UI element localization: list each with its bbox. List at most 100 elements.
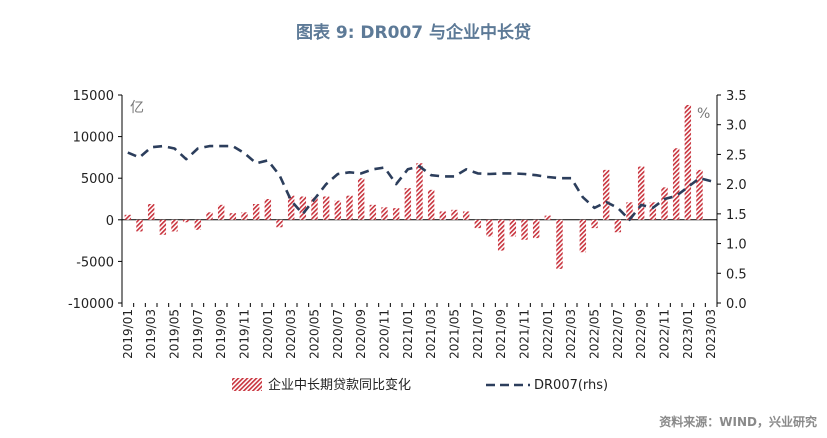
x-tick-label: 2022/11 — [658, 309, 672, 359]
loan-bar — [369, 204, 377, 220]
loan-bar — [626, 202, 633, 220]
loan-bar — [381, 207, 388, 220]
left-tick-label: -10000 — [68, 297, 114, 312]
right-tick-label: 2.5 — [726, 148, 747, 163]
loan-bar — [206, 212, 213, 220]
loan-bar — [346, 195, 353, 220]
legend-bar-swatch — [232, 378, 262, 391]
loan-bar — [159, 219, 167, 235]
loan-bar — [427, 189, 435, 220]
x-tick-label: 2020/07 — [331, 309, 345, 359]
x-tick-label: 2019/05 — [168, 309, 182, 359]
loan-bar — [696, 169, 703, 220]
loan-bar — [661, 187, 668, 220]
right-tick-label: 1.5 — [726, 208, 747, 223]
dr007-line — [127, 144, 712, 222]
loan-bar — [672, 148, 680, 220]
left-tick-label: -5000 — [76, 255, 114, 270]
right-unit: % — [697, 106, 710, 122]
left-unit: 亿 — [130, 100, 144, 116]
loan-bar — [614, 219, 622, 233]
loan-bar — [124, 214, 132, 220]
loan-bar — [556, 219, 563, 269]
loan-bar — [451, 209, 458, 220]
loan-bar — [521, 219, 528, 240]
right-tick-label: 0.5 — [726, 267, 747, 282]
x-tick-label: 2020/05 — [308, 309, 322, 359]
legend-line-label: DR007(rhs) — [534, 378, 608, 393]
left-tick-label: 5000 — [81, 172, 114, 187]
loan-bar — [182, 219, 190, 223]
x-tick-label: 2022/03 — [564, 309, 578, 359]
loan-bar — [439, 211, 447, 220]
loan-bar — [147, 203, 155, 220]
x-tick-label: 2019/01 — [121, 309, 135, 359]
right-tick-label: 0.0 — [726, 297, 747, 312]
loan-bar — [497, 219, 505, 251]
right-tick-label: 2.0 — [726, 178, 747, 193]
x-tick-label: 2020/03 — [284, 309, 298, 359]
x-tick-label: 2022/01 — [541, 309, 555, 359]
loan-bar — [229, 213, 237, 220]
loan-bar — [602, 169, 610, 220]
left-tick-label: 0 — [106, 214, 114, 229]
loan-bar — [474, 219, 482, 229]
x-tick-label: 2020/09 — [354, 309, 368, 359]
source-note: 资料来源：WIND，兴业研究 — [659, 415, 817, 429]
x-tick-label: 2019/03 — [144, 309, 158, 359]
x-tick-label: 2022/07 — [611, 309, 625, 359]
right-tick-label: 3.5 — [726, 89, 747, 104]
x-tick-label: 2020/11 — [378, 309, 392, 359]
loan-bar — [311, 197, 318, 220]
loan-bar — [486, 219, 493, 237]
right-tick-label: 3.0 — [726, 119, 747, 134]
loan-bar — [591, 219, 598, 229]
loan-bar — [579, 219, 587, 253]
x-tick-label: 2022/05 — [588, 309, 602, 359]
loan-bar — [322, 196, 330, 220]
x-tick-label: 2021/09 — [494, 309, 508, 359]
loan-bar — [217, 204, 225, 220]
loan-bar — [416, 163, 423, 220]
legend-bar-label: 企业中长期贷款同比变化 — [268, 377, 411, 393]
loan-bar — [136, 219, 143, 232]
x-tick-label: 2022/09 — [634, 309, 648, 359]
chart-title: 图表 9: DR007 与企业中长贷 — [295, 23, 532, 43]
left-tick-label: 15000 — [73, 89, 114, 104]
loan-bar — [637, 166, 645, 220]
loan-bar — [392, 208, 400, 220]
x-tick-label: 2019/07 — [191, 309, 205, 359]
loan-bar — [334, 200, 342, 220]
x-tick-label: 2019/09 — [214, 309, 228, 359]
loan-bar — [171, 219, 178, 232]
legend: 企业中长期贷款同比变化 DR007(rhs) — [232, 377, 608, 393]
loan-bar — [509, 219, 517, 237]
loan-bar — [264, 199, 272, 220]
loan-bar — [357, 178, 365, 220]
loan-bar — [241, 212, 248, 220]
x-tick-label: 2019/11 — [238, 309, 252, 359]
loan-bar — [462, 211, 470, 220]
loan-bar — [194, 219, 202, 230]
x-tick-label: 2021/03 — [424, 309, 438, 359]
loan-bar — [649, 202, 657, 220]
loan-bar — [532, 219, 540, 239]
loan-bar — [287, 195, 295, 220]
left-tick-label: 10000 — [73, 131, 114, 146]
loan-bar — [404, 188, 412, 220]
x-tick-label: 2021/01 — [401, 309, 415, 359]
x-tick-label: 2021/07 — [471, 309, 485, 359]
loan-bar — [276, 219, 283, 228]
loan-bar — [684, 104, 692, 220]
x-tick-label: 2023/03 — [704, 309, 718, 359]
bar-series — [124, 104, 703, 269]
x-tick-label: 2023/01 — [681, 309, 695, 359]
right-tick-label: 1.0 — [726, 238, 747, 253]
tick-labels: 15000 10000 5000 0 -5000 -10000 3.5 3.0 2.5 2.0 1.… — [68, 89, 747, 359]
x-tick-label: 2020/01 — [261, 309, 275, 359]
x-tick-label: 2021/05 — [448, 309, 462, 359]
x-tick-label: 2021/11 — [518, 309, 532, 359]
loan-bar — [252, 203, 260, 220]
line-series — [127, 144, 712, 222]
